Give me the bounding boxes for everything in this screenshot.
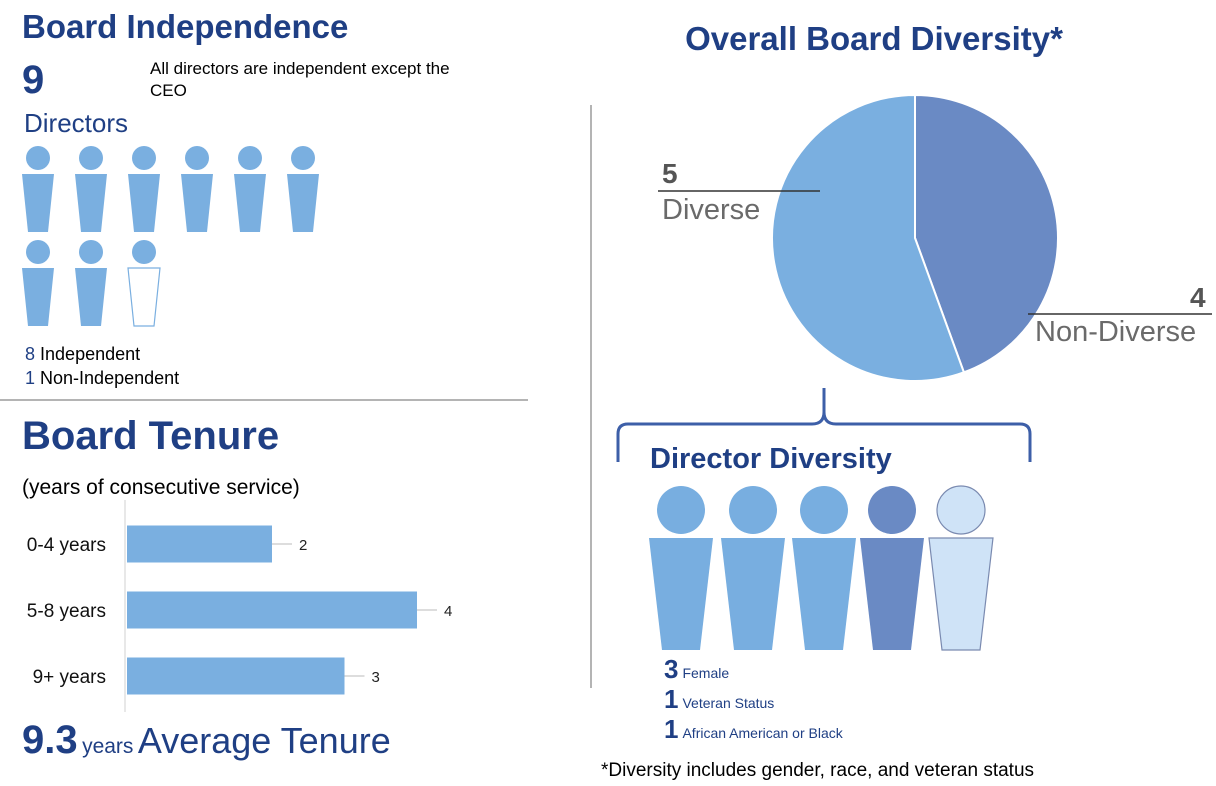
tenure-value-label: 4 (444, 603, 452, 620)
diversity-director-figure (860, 486, 924, 650)
director-body (75, 174, 107, 232)
pie-non-diverse-label: Non-Diverse (1035, 316, 1197, 348)
tenure-bar (127, 657, 345, 695)
independent-director-figure (181, 146, 213, 232)
tenure-bar (127, 591, 417, 629)
pie-diverse-label: Diverse (662, 194, 761, 226)
pie-slice-diverse (771, 93, 966, 382)
horizontal-divider (0, 399, 528, 401)
tenure-value-label: 3 (372, 669, 380, 686)
tenure-value-label: 2 (299, 537, 307, 554)
legend-independent-count: 8 (25, 344, 36, 364)
independent-director-figure (75, 240, 107, 326)
diversity-african-american: 1 African American or Black (664, 714, 843, 745)
independent-director-figure (22, 146, 54, 232)
diversity-veteran-label: Veteran Status (682, 695, 775, 711)
diversity-director-head (936, 485, 986, 535)
legend-non-independent-label: Non-Independent (40, 368, 180, 388)
director-body (128, 174, 160, 232)
legend-independent-label: Independent (40, 344, 141, 364)
tenure-category-label: 9+ years (33, 667, 106, 688)
average-tenure-unit: years (82, 735, 134, 758)
diversity-female-label: Female (682, 665, 730, 681)
diversity-director-head (868, 486, 916, 534)
director-count-label: Directors (24, 108, 129, 138)
diversity-female-count: 3 (664, 654, 679, 684)
average-tenure: 9.3 years Average Tenure (22, 718, 391, 763)
diversity-director-head (729, 486, 777, 534)
board-independence-title: Board Independence (22, 8, 349, 45)
tenure-bar (127, 525, 272, 563)
non-independent-director-figure (127, 240, 161, 327)
director-head (26, 146, 50, 170)
pie-diverse-value: 5 (662, 158, 678, 189)
diversity-director-head (657, 486, 705, 534)
diversity-footnote: *Diversity includes gender, race, and ve… (601, 760, 1035, 781)
director-body (234, 174, 266, 232)
diversity-director-body (792, 538, 856, 650)
director-body (22, 268, 54, 326)
legend-non-independent-count: 1 (25, 368, 36, 388)
director-head (26, 240, 50, 264)
director-head (132, 240, 156, 264)
pie-non-diverse-value: 4 (1190, 282, 1206, 313)
diversity-director-body (721, 538, 785, 650)
director-head (79, 240, 103, 264)
tenure-category-label: 5-8 years (27, 601, 106, 622)
director-head (291, 146, 315, 170)
tenure-bar-chart: 0-4 years 2 5-8 years 4 9+ years 3 (27, 500, 452, 712)
diversity-director-body (649, 538, 713, 650)
tenure-category-label: 0-4 years (27, 535, 106, 556)
director-diversity-title: Director Diversity (650, 443, 892, 475)
independent-director-figure (128, 146, 160, 232)
independence-note: All directors are independent except the… (150, 59, 450, 100)
diversity-director-figure (792, 486, 856, 650)
director-body (181, 174, 213, 232)
diversity-female: 3 Female (664, 654, 729, 685)
director-head (79, 146, 103, 170)
overall-diversity-title: Overall Board Diversity* (685, 20, 1063, 57)
director-figures (22, 146, 319, 327)
average-tenure-value: 9.3 (22, 718, 78, 762)
board-tenure-title: Board Tenure (22, 414, 280, 458)
diversity-director-head (800, 486, 848, 534)
director-head (238, 146, 262, 170)
average-tenure-label: Average Tenure (137, 720, 391, 761)
director-head (185, 146, 209, 170)
diversity-director-figure (721, 486, 785, 650)
diversity-african-american-count: 1 (664, 714, 679, 744)
director-body (287, 174, 319, 232)
independent-director-figure (22, 240, 54, 326)
diversity-director-figure (649, 486, 713, 650)
director-head (132, 146, 156, 170)
diversity-veteran-count: 1 (664, 684, 679, 714)
diversity-director-body (928, 537, 994, 651)
diversity-director-body (860, 538, 924, 650)
diversity-director-figure (928, 485, 994, 651)
independent-director-figure (234, 146, 266, 232)
director-count: 9 (22, 58, 45, 102)
board-tenure-subtitle: (years of consecutive service) (22, 476, 300, 499)
diversity-african-american-label: African American or Black (682, 725, 843, 741)
independent-director-figure (75, 146, 107, 232)
diversity-veteran: 1 Veteran Status (664, 684, 774, 715)
director-body (75, 268, 107, 326)
director-body (22, 174, 54, 232)
legend-independent: 8 Independent (25, 344, 140, 365)
director-body (127, 267, 161, 327)
independent-director-figure (287, 146, 319, 232)
vertical-divider (590, 105, 592, 688)
legend-non-independent: 1 Non-Independent (25, 368, 179, 389)
